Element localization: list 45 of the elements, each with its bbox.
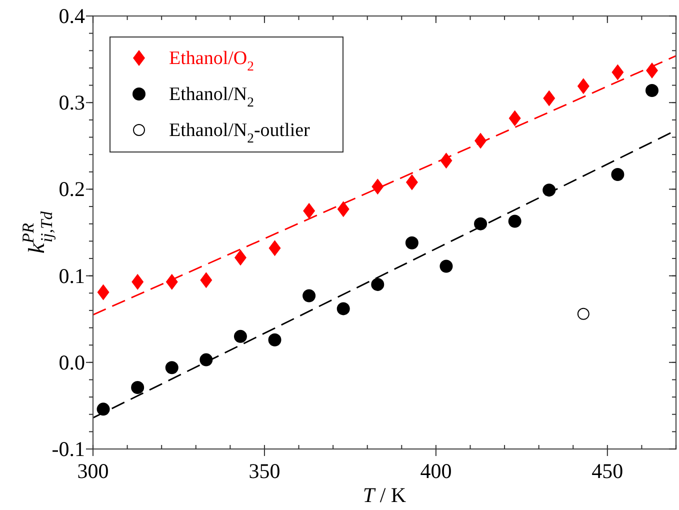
x-tick-label: 300	[77, 459, 109, 483]
point	[337, 201, 350, 218]
point	[303, 202, 316, 219]
x-tick-label: 450	[592, 459, 624, 483]
point	[234, 250, 246, 266]
point	[131, 381, 144, 394]
point	[474, 217, 488, 230]
point	[336, 302, 350, 316]
point	[97, 284, 110, 300]
y-tick-label: -0.1	[52, 437, 85, 461]
point	[372, 178, 384, 195]
x-tick-label: 400	[420, 459, 452, 483]
point	[405, 236, 418, 250]
legend-label: Ethanol/N$_{2}$-outlier	[169, 120, 311, 146]
y-tick-label: 0.4	[58, 4, 86, 28]
point	[268, 240, 281, 256]
y-tick-label: 0.2	[58, 177, 85, 202]
point	[200, 353, 213, 366]
point	[406, 174, 418, 190]
point	[577, 78, 590, 94]
legend-label: Ethanol/N$_{2}$	[169, 84, 254, 110]
point	[577, 308, 590, 320]
y-tick-label: 0.1	[58, 264, 85, 288]
point	[165, 361, 178, 374]
point	[132, 274, 144, 290]
point	[508, 214, 522, 228]
y-tick-label: 0.0	[58, 350, 85, 374]
point	[371, 278, 384, 291]
point	[612, 64, 624, 80]
point	[440, 260, 453, 273]
point	[234, 330, 247, 343]
point	[302, 289, 316, 302]
point	[166, 274, 178, 290]
point	[645, 84, 658, 97]
x-tick-label: 350	[248, 459, 280, 483]
point	[200, 272, 212, 288]
y-tick-label: 0.3	[58, 90, 85, 115]
point	[646, 62, 658, 79]
point	[611, 168, 624, 181]
x-axis-title: T / K	[362, 483, 406, 507]
legend-label: Ethanol/O$_{2}$	[169, 48, 254, 74]
point	[508, 110, 521, 126]
point	[96, 402, 110, 416]
point	[543, 90, 556, 106]
point	[268, 333, 282, 346]
